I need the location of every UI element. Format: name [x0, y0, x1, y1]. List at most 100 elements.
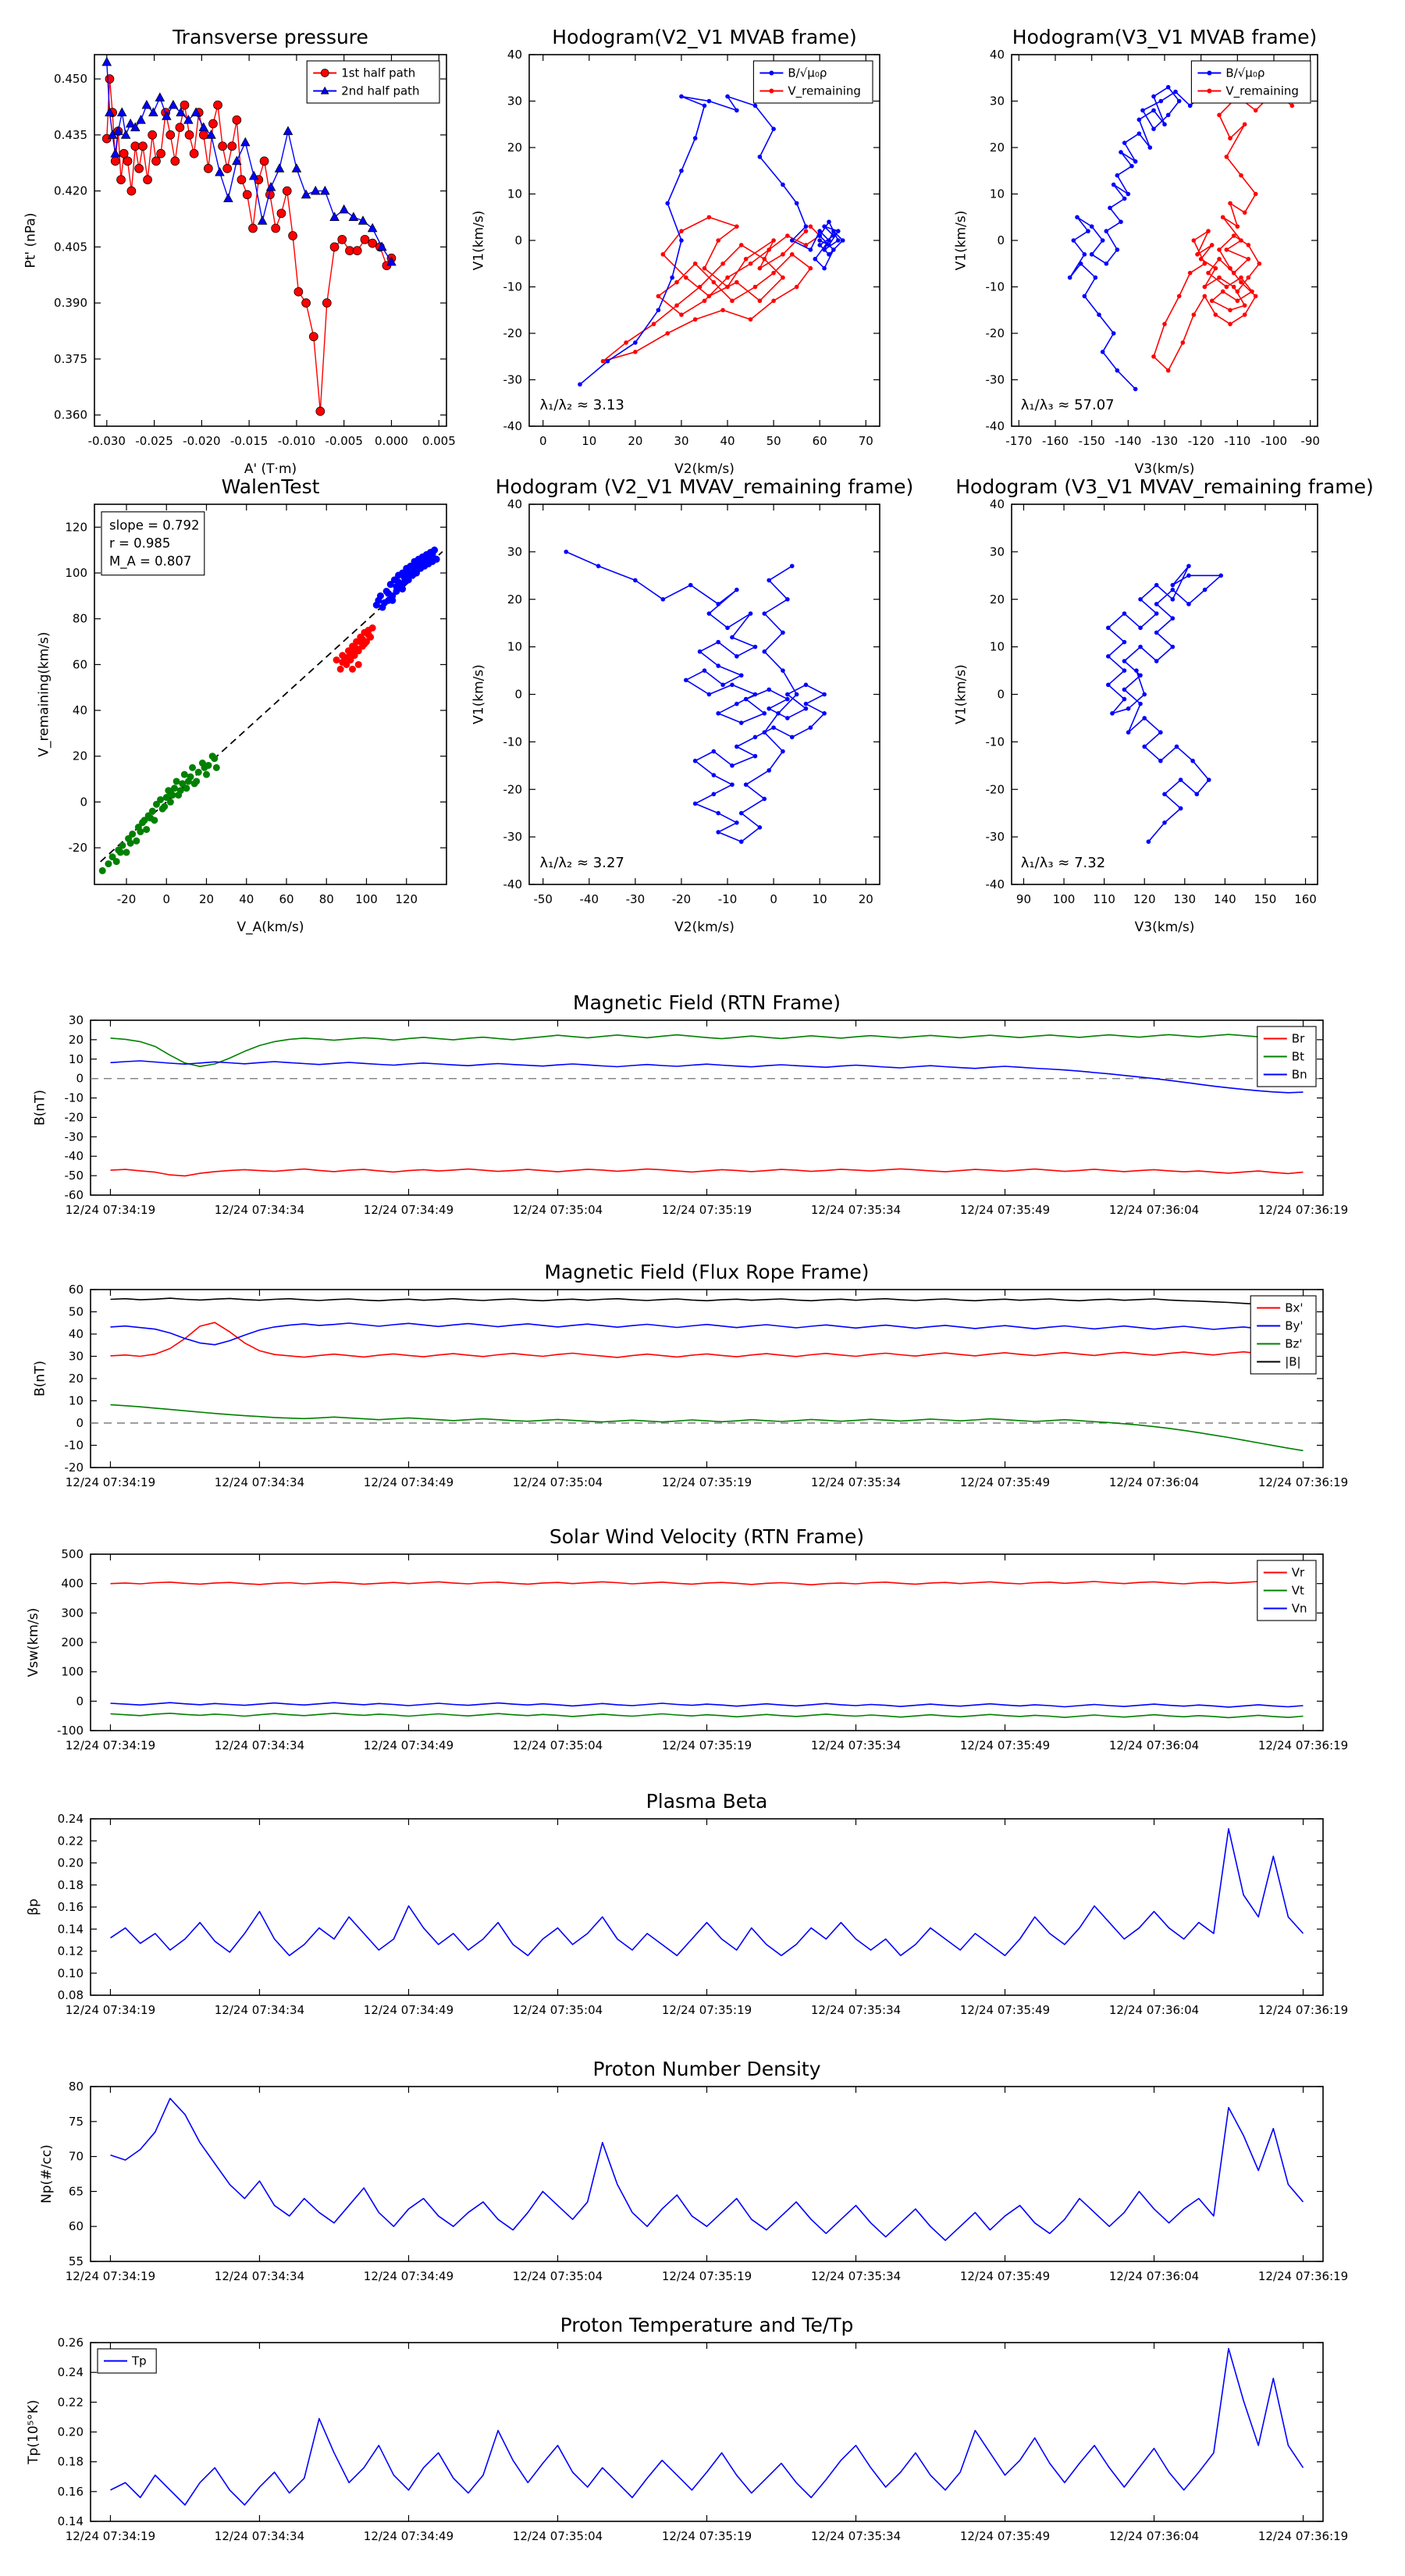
solar-wind-velocity: 12/24 07:34:19 12/24 07:34:34 12/24 07:34:…: [26, 1525, 1348, 1752]
magnetic-field-flux-rope-legend: Bx' By' Bz' |B|: [1250, 1295, 1317, 1375]
y-tick-label: 30: [990, 94, 1005, 109]
y-tick-label: 0: [76, 1072, 84, 1086]
y-tick-label: -40: [986, 877, 1005, 891]
y-tick-label: 40: [507, 497, 522, 511]
x-tick-label: 40: [720, 434, 735, 448]
x-tick-label: 130: [1173, 892, 1196, 906]
transverse-pressure-xlabel: A' (T·m): [244, 461, 297, 477]
x-tick-label: 110: [1093, 892, 1115, 906]
x-tick-label: 12/24 07:35:19: [662, 2529, 752, 2543]
x-tick-label: 120: [395, 892, 418, 906]
transverse-pressure-title: Transverse pressure: [172, 26, 368, 48]
y-tick-label: -10: [65, 1439, 84, 1453]
y-tick-label: -20: [503, 782, 523, 796]
y-tick-label: 0.20: [58, 2425, 84, 2439]
y-tick-label: 10: [507, 187, 522, 201]
x-tick-label: 12/24 07:34:19: [66, 1475, 155, 1489]
x-tick-label: 120: [1133, 892, 1156, 906]
magnetic-field-rtn-legend: Br Bt Bn: [1257, 1026, 1317, 1087]
y-tick-label: 0.450: [54, 72, 87, 86]
y-tick-label: 50: [69, 1305, 84, 1319]
proton-number-density-frame: [90, 2086, 1324, 2262]
y-tick-label: 10: [507, 640, 522, 654]
hodogram-v3v1-mvab-legend: B/√μ₀ρ V_remaining: [1190, 60, 1311, 104]
y-tick-label: -40: [503, 877, 523, 891]
x-tick-label: 80: [319, 892, 334, 906]
y-tick-label: 0.360: [54, 408, 87, 422]
magnetic-field-rtn-series-Bt: [110, 1034, 1304, 1067]
legend-label: V_remaining: [1225, 84, 1299, 99]
hodogram-v2v1-mvav-xlabel: V2(km/s): [674, 920, 735, 935]
hodogram-v3v1-mvab-xlabel: V3(km/s): [1135, 461, 1195, 477]
walen-test: -20 0 20 40 60 80 100 120 -20 0 20 40 60 80 100 120 Wale…: [37, 475, 447, 935]
x-tick-label: 12/24 07:35:49: [960, 1475, 1050, 1489]
hodogram-v3v1-mvab-series-b-alfven-path: [1069, 86, 1202, 390]
x-tick-label: 30: [674, 434, 688, 448]
hodogram-v3v1-mvab-ylabel: V1(km/s): [954, 211, 969, 271]
y-tick-label: -10: [503, 280, 523, 294]
x-tick-label: 140: [1214, 892, 1236, 906]
hodogram-v2v1-mvav: -50 -40 -30 -20 -10 0 10 20 -40 -30 -20 -10 0 10 20 30 4…: [471, 475, 914, 935]
walen-test-frame: [94, 503, 447, 885]
hodogram-v2v1-mvav-annotation: λ₁/λ₂ ≈ 3.27: [539, 855, 624, 871]
x-tick-label: -110: [1224, 434, 1250, 448]
x-tick-label: 0.005: [422, 434, 456, 448]
hodogram-v2v1-mvab-ylabel: V1(km/s): [471, 211, 487, 271]
x-tick-label: -140: [1115, 434, 1141, 448]
y-tick-label: 0.24: [58, 1812, 84, 1826]
y-tick-label: 100: [65, 566, 87, 580]
magnetic-field-rtn-series-Bn: [110, 1060, 1304, 1094]
y-tick-label: 30: [990, 545, 1005, 559]
solar-wind-velocity-series-Vn: [110, 1702, 1304, 1708]
x-tick-label: 12/24 07:35:04: [513, 1203, 603, 1217]
y-tick-label: 60: [69, 2219, 84, 2233]
y-tick-label: -30: [503, 830, 523, 844]
x-tick-label: 100: [1053, 892, 1076, 906]
walen-test-stats-box: [101, 511, 205, 576]
x-tick-label: 12/24 07:34:34: [215, 2003, 304, 2017]
x-tick-label: -30: [626, 892, 646, 906]
walen-test-series-fit-line: [100, 551, 443, 863]
y-tick-label: 40: [69, 1327, 84, 1341]
y-tick-label: 10: [69, 1052, 84, 1066]
y-tick-label: 0.18: [58, 1878, 84, 1892]
legend-label: 2nd half path: [341, 84, 419, 98]
legend-label: B/√μ₀ρ: [1225, 66, 1264, 80]
hodogram-v2v1-mvav-frame: [528, 503, 880, 885]
y-tick-label: -20: [65, 1461, 84, 1475]
x-tick-label: 12/24 07:34:19: [66, 1738, 155, 1752]
y-tick-label: 0.420: [54, 184, 87, 198]
y-tick-label: 0: [514, 233, 522, 247]
x-tick-label: 60: [813, 434, 827, 448]
y-tick-label: -30: [65, 1130, 84, 1144]
y-tick-label: 20: [69, 1372, 84, 1386]
x-tick-label: 20: [859, 892, 873, 906]
hodogram-v3v1-mvav-frame: [1011, 503, 1318, 885]
magnetic-field-flux-rope-series-B-mag: [110, 1297, 1304, 1308]
y-tick-label: 60: [69, 1283, 84, 1297]
legend-label: By': [1285, 1319, 1303, 1333]
y-tick-label: 0.375: [54, 352, 87, 366]
x-tick-label: 40: [239, 892, 254, 906]
x-tick-label: 0: [539, 434, 547, 448]
x-tick-label: 12/24 07:34:49: [364, 1738, 454, 1752]
y-tick-label: 0.08: [58, 1988, 84, 2002]
hodogram-v3v1-mvav: 90 100 110 120 130 140 150 160 -40 -30 -20 -10 0 10 20…: [954, 475, 1374, 935]
x-tick-label: 12/24 07:35:34: [811, 2003, 901, 2017]
transverse-pressure-frame: [94, 54, 447, 427]
x-tick-label: 12/24 07:35:49: [960, 1203, 1050, 1217]
x-tick-label: 0: [770, 892, 777, 906]
y-tick-label: 0: [997, 688, 1005, 702]
x-tick-label: 12/24 07:34:19: [66, 2529, 155, 2543]
x-tick-label: 10: [582, 434, 596, 448]
y-tick-label: 0.405: [54, 240, 87, 254]
hodogram-v3v1-mvab-frame: [1011, 54, 1318, 427]
x-tick-label: 20: [199, 892, 214, 906]
magnetic-field-flux-rope-ylabel: B(nT): [33, 1361, 48, 1397]
y-tick-label: -40: [65, 1149, 84, 1163]
x-tick-label: 12/24 07:34:49: [364, 2529, 454, 2543]
hodogram-v3v1-mvab: -170 -160 -150 -140 -130 -120 -110 -100 -90-40-3…: [954, 26, 1320, 477]
y-tick-label: 20: [990, 592, 1005, 607]
x-tick-label: -10: [718, 892, 738, 906]
y-tick-label: 0.12: [58, 1944, 84, 1959]
